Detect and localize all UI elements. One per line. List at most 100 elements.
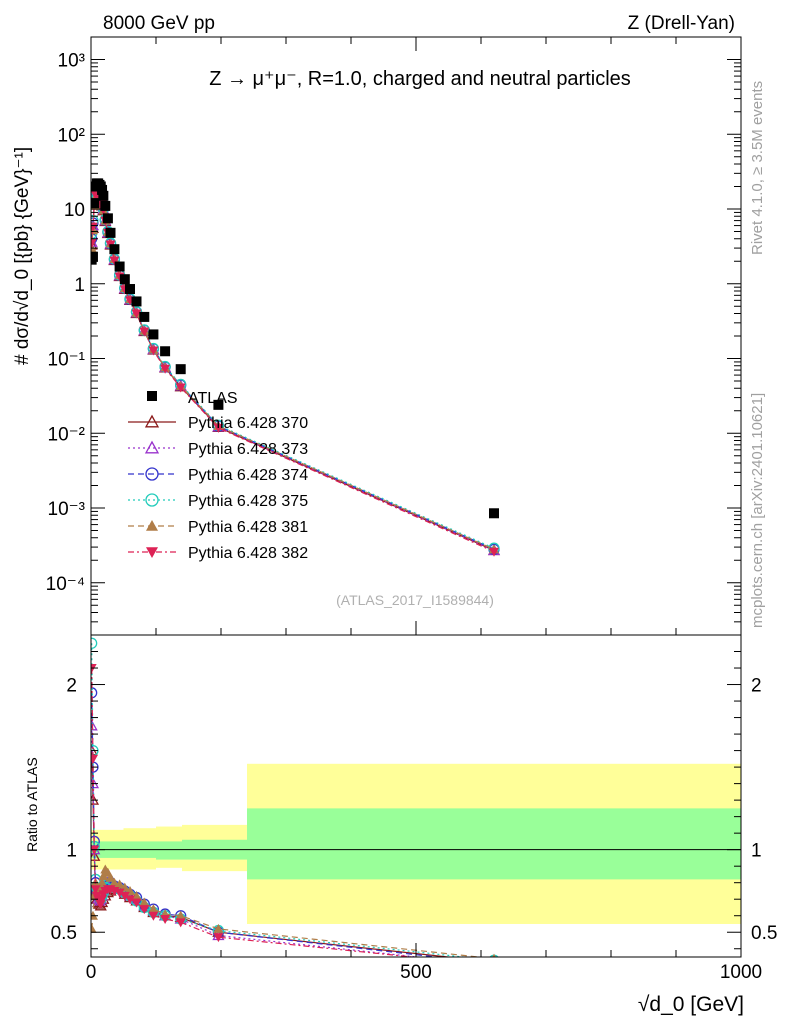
atlas-point-15: [119, 274, 130, 285]
main-ytick-label-5: 10: [64, 200, 85, 221]
watermark: (ATLAS_2017_I1589844): [336, 592, 494, 608]
atlas-point-21: [175, 364, 186, 375]
ratio-point-5-22: [213, 933, 224, 943]
ratio-point-4-21: [175, 910, 186, 920]
ratio-band-green-2: [156, 841, 182, 860]
legend-atlas-label: ATLAS: [188, 390, 238, 407]
ratio-point-2-23: [489, 959, 499, 969]
ratio-point-3-0: [91, 637, 98, 649]
ratio-point-4-19: [148, 904, 159, 914]
legend-label-5: Pythia 6.428 382: [188, 545, 308, 562]
ratio-point-1-0: [91, 719, 98, 731]
atlas-point-16: [125, 284, 135, 295]
ratio-point-5-21: [175, 918, 186, 928]
ratio-ytick-label-right-1: 1: [751, 841, 762, 862]
main-point-5-13: [109, 256, 120, 266]
legend-marker-3: [145, 493, 159, 507]
ratio-point-5-18: [139, 905, 150, 915]
ratio-point-4-23: [492, 953, 496, 957]
legend-marker-4: [146, 520, 158, 531]
ratio-point-5-14: [114, 888, 125, 898]
ratio-point-4-12: [105, 872, 116, 882]
rivet-label: Rivet 4.1.0, ≥ 3.5M events: [749, 81, 766, 255]
ratio-ytick-label-0: 0.5: [51, 923, 77, 944]
mcplots-label: mcplots.cern.ch [arXiv:2401.10621]: [749, 393, 766, 628]
ratio-ytick-label-right-0: 0.5: [751, 923, 777, 944]
ratio-point-5-15: [119, 891, 130, 901]
x-tick-label-1: 500: [400, 962, 432, 983]
legend-marker-1: [144, 440, 160, 454]
atlas-point-17: [131, 296, 142, 307]
legend-atlas-marker: [147, 391, 157, 401]
main-point-5-19: [148, 346, 159, 356]
legend-label-4: Pythia 6.428 381: [188, 519, 308, 536]
ratio-point-4-8: [97, 877, 108, 887]
ratio-panel: Ratio to ATLAS 0.5 0.5 1 1 2 2 0 500 1000 √d_0 …: [24, 634, 777, 1016]
main-ytick-label-7: 10³: [58, 51, 85, 72]
main-y-label: # dσ/d√d_0 [{pb} {GeV}⁻¹]: [12, 147, 33, 365]
atlas-point-10: [100, 200, 111, 211]
atlas-point-8: [97, 184, 108, 195]
atlas-point-20: [160, 346, 171, 357]
main-point-5-0: [91, 239, 97, 249]
legend: ATLAS Pythia 6.428 370 Pythia 6.428 373 Pyt…: [128, 390, 308, 562]
ratio-point-4-14: [114, 879, 125, 889]
legend-label-1: Pythia 6.428 373: [188, 441, 308, 458]
ratio-point-5-3: [91, 885, 101, 895]
ratio-point-5-20: [160, 915, 171, 925]
main-panel: Z → μ⁺μ⁻, R=1.0, charged and neutral par…: [12, 36, 742, 636]
ratio-series-group: [91, 637, 741, 970]
atlas-point-22: [213, 399, 224, 410]
atlas-point-12: [105, 227, 116, 238]
legend-label-2: Pythia 6.428 374: [188, 467, 308, 484]
main-ytick-label-4: 1: [74, 275, 85, 296]
ratio-point-4-0: [91, 923, 97, 933]
atlas-point-18: [139, 311, 150, 322]
legend-marker-2: [145, 467, 159, 481]
ratio-point-4-18: [139, 897, 150, 907]
atlas-point-23: [489, 508, 499, 519]
ratio-ytick-label-1: 1: [66, 841, 77, 862]
ratio-point-5-1: [91, 754, 98, 764]
atlas-point-14: [114, 261, 125, 272]
x-ticks: 0 500 1000: [86, 943, 762, 983]
main-ytick-label-3: 10⁻¹: [48, 350, 86, 371]
main-point-5-18: [139, 327, 150, 337]
legend-marker-0: [144, 414, 160, 428]
x-tick-label-2: 1000: [720, 962, 762, 983]
x-axis-label: √d_0 [GeV]: [638, 993, 744, 1016]
atlas-point-2: [91, 198, 100, 209]
ratio-point-1-23: [489, 960, 499, 969]
main-ytick-label-0: 10⁻⁴: [46, 574, 85, 595]
legend-marker-5: [146, 547, 158, 558]
main-point-5-20: [160, 364, 171, 374]
x-tick-label-0: 0: [86, 962, 97, 983]
ratio-band-green-4: [247, 808, 741, 880]
main-ytick-label-1: 10⁻³: [48, 499, 86, 520]
main-point-5-22: [213, 423, 224, 433]
ratio-point-5-8: [97, 895, 108, 905]
ratio-y-ticks: 0.5 0.5 1 1 2 2: [51, 651, 777, 950]
header-left: 8000 GeV pp: [103, 13, 215, 34]
ratio-point-5-19: [148, 911, 159, 921]
ratio-ytick-label-right-2: 2: [751, 676, 762, 697]
main-y-ticks: 10⁻⁴ 10⁻³ 10⁻² 10⁻¹ 1 10 10² 10³: [46, 36, 742, 636]
main-point-5-23: [489, 547, 499, 557]
header-right: Z (Drell-Yan): [628, 13, 735, 34]
legend-label-3: Pythia 6.428 375: [188, 493, 308, 510]
main-point-5-21: [175, 383, 186, 393]
atlas-point-19: [148, 329, 159, 340]
atlas-point-9: [98, 190, 109, 201]
legend-label-0: Pythia 6.428 370: [188, 415, 308, 432]
ratio-point-5-16: [125, 895, 135, 905]
ratio-point-5-23: [489, 961, 499, 970]
ratio-plot-area: [91, 637, 741, 970]
ratio-point-5-17: [131, 898, 142, 908]
main-series-group: [91, 178, 501, 557]
main-title: Z → μ⁺μ⁻, R=1.0, charged and neutral par…: [209, 68, 631, 90]
main-ytick-label-2: 10⁻²: [48, 424, 86, 445]
main-point-5-1: [91, 222, 98, 232]
ratio-point-4-17: [131, 890, 142, 900]
ratio-y-label: Ratio to ATLAS: [24, 757, 40, 852]
